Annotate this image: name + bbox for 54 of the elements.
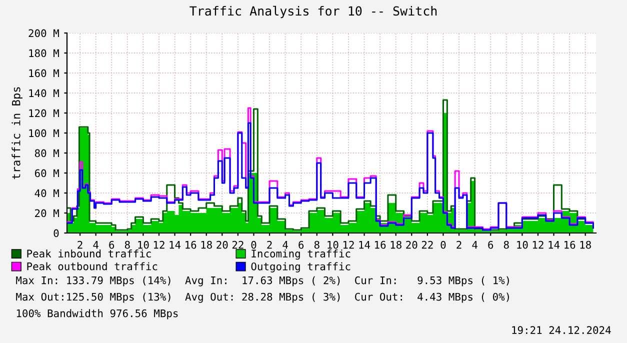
- y-tick-label: 80 M: [34, 149, 59, 158]
- y-tick-label: 160 M: [29, 69, 59, 78]
- y-tick-label: 120 M: [29, 109, 59, 118]
- x-tick-label: 6: [488, 240, 494, 249]
- y-axis-title: traffic in Bps: [12, 87, 22, 180]
- y-tick-label: 0: [54, 229, 59, 238]
- legend-label: Peak inbound traffic: [27, 249, 151, 258]
- x-tick-label: 22: [232, 240, 244, 249]
- legend-label: Incoming traffic: [252, 249, 350, 260]
- x-tick-label: 22: [422, 240, 433, 249]
- x-tick-label: 12: [343, 240, 354, 249]
- x-tick-label: 0: [251, 240, 256, 249]
- x-tick-label: 2: [78, 240, 82, 249]
- text: Max Out:125.50 MBps (13%) Avg Out: 28.28 MBps ( 3%) Cur Out: 4.43 MBps ( 0%): [16, 292, 509, 303]
- x-tick-label: 8: [124, 240, 130, 249]
- x-tick-label: 16: [186, 240, 196, 249]
- legend-label: Outgoing traffic: [251, 262, 350, 272]
- y-tick-label: 40 M: [34, 189, 59, 198]
- text: 19:21 24.12.2024: [512, 326, 611, 334]
- text: 100% Bandwidth 976.56 MBps: [16, 309, 178, 320]
- y-tick-label: 100 M: [29, 129, 59, 138]
- x-tick-label: 8: [314, 240, 320, 249]
- x-tick-label: 20: [406, 240, 418, 249]
- x-tick-label: 10: [138, 240, 149, 249]
- x-tick-label: 4: [282, 241, 288, 249]
- chart-title: Traffic Analysis for 10 -- Switch: [190, 6, 437, 18]
- x-tick-label: 14: [359, 241, 370, 249]
- x-tick-label: 18: [201, 240, 212, 249]
- x-tick-label: 2: [456, 240, 462, 249]
- x-tick-label: 4: [472, 241, 478, 249]
- x-tick-label: 10: [517, 240, 528, 249]
- legend-label: Peak outbound traffic: [27, 262, 158, 270]
- x-tick-label: 14: [170, 241, 181, 249]
- x-tick-label: 16: [564, 240, 576, 249]
- text: Max In: 133.79 MBps (14%) Avg In: 17.63 MBps ( 2%) Cur In: 9.53 MBps ( 1%): [16, 276, 509, 286]
- y-tick-label: 200 M: [28, 29, 59, 38]
- x-tick-label: 6: [109, 240, 114, 249]
- y-tick-label: 180 M: [29, 49, 59, 58]
- x-tick-label: 12: [532, 240, 544, 249]
- x-tick-label: 18: [390, 240, 402, 249]
- x-tick-label: 16: [375, 240, 386, 249]
- x-tick-label: 0: [440, 240, 446, 249]
- x-tick-label: 10: [328, 240, 338, 249]
- x-tick-label: 2: [267, 240, 272, 249]
- y-tick-label: 20 M: [35, 209, 59, 218]
- y-tick-label: 60 M: [34, 169, 59, 178]
- x-tick-label: 18: [580, 240, 591, 249]
- x-tick-label: 6: [298, 240, 304, 249]
- x-tick-label: 14: [548, 241, 560, 249]
- y-tick-label: 140 M: [29, 89, 59, 98]
- x-tick-label: 8: [504, 240, 509, 249]
- x-tick-label: 20: [216, 240, 228, 249]
- x-tick-label: 4: [93, 241, 98, 249]
- x-tick-label: 12: [154, 240, 164, 249]
